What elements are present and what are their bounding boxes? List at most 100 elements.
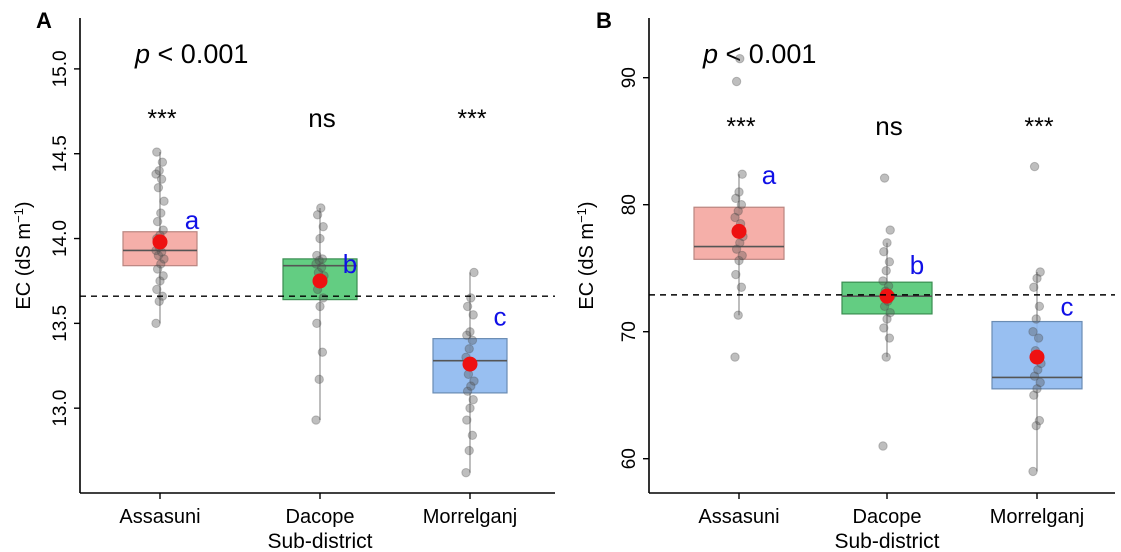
group-letter: c [1061,292,1074,322]
group-letter: b [343,249,357,279]
data-point [882,238,892,248]
x-tick-label-morrelganj: Morrelganj [423,506,517,528]
data-point [731,76,742,87]
data-point [1032,384,1042,394]
data-point [152,216,163,227]
x-axis-label: Sub-district [267,530,372,552]
data-point [1031,420,1041,431]
mean-point [312,273,328,289]
data-point [731,244,742,254]
mean-point [152,234,168,250]
data-point [885,307,895,318]
data-point [882,314,892,324]
data-point [881,266,891,276]
data-point [316,203,326,213]
data-point [730,212,740,223]
data-point [311,415,321,425]
data-point [154,165,164,176]
mean-point [462,356,478,372]
data-point [735,53,745,64]
data-point [314,374,324,385]
panel-a: A 13.0 13.5 14.0 14.5 15.0 EC (dS m−1) Assasuni… [11,8,555,552]
data-point [881,352,891,362]
data-point [152,284,162,295]
mean-point [1029,349,1045,365]
y-tick-label: 13.5 [50,305,71,342]
data-point [730,352,740,362]
data-point [159,196,169,206]
significance-label: *** [1024,113,1053,141]
data-point [1029,282,1039,292]
data-point [315,301,325,312]
box-group-assasuni: *** a [122,105,200,329]
data-point [734,187,744,197]
y-tick-label: 80 [619,194,640,215]
data-point [731,269,741,280]
mean-point [731,223,747,239]
data-point [462,301,473,312]
data-point [1028,327,1038,337]
group-letter: b [910,250,924,280]
group-letter: a [762,160,777,190]
box-group-morrelganj: *** c [991,113,1083,477]
data-point [153,250,164,261]
y-tick-label: 14.5 [50,135,71,172]
data-point [733,206,743,216]
panel-label: B [596,8,612,33]
x-tick-label-morrelganj: Morrelganj [990,506,1084,528]
x-axis-label: Sub-district [834,530,939,552]
data-point [736,199,747,210]
data-point [469,267,479,278]
y-tick-label: 14.0 [50,220,71,257]
data-point [152,147,162,157]
data-point [156,259,166,269]
group-letter: a [185,205,200,235]
x-tick-label-assasuni: Assasuni [119,506,200,528]
data-point [151,169,161,179]
group-letter: c [494,302,507,332]
p-value-annotation: p < 0.001 [134,39,248,69]
box-group-dacope: ns b [841,111,933,451]
data-point [155,276,165,286]
box-group-assasuni: ***a [693,53,785,362]
data-point [156,174,167,184]
data-point [466,381,476,391]
data-point [1028,466,1038,477]
y-tick-label: 90 [619,67,640,88]
data-point [1034,415,1045,426]
mean-point [879,288,895,304]
data-point [159,254,169,264]
p-value-annotation: p < 0.001 [702,39,816,69]
data-point [151,318,161,329]
data-point [318,221,328,232]
significance-label: ns [308,103,335,133]
data-point [311,259,321,269]
data-point [737,169,747,179]
data-point [462,330,472,340]
data-point [879,173,890,183]
data-point [312,250,322,261]
data-point [878,441,888,451]
significance-label: *** [147,105,176,133]
data-point [464,344,474,354]
significance-label: *** [457,105,486,133]
data-point [879,246,889,257]
data-point [1035,267,1045,277]
data-point [737,250,747,261]
y-axis-label: EC (dS m−1) [11,201,36,309]
data-point [318,293,328,303]
data-point [153,182,164,193]
data-point [462,415,472,425]
data-point [467,335,478,346]
data-point [734,255,744,266]
y-tick-label: 70 [619,321,640,342]
data-point [878,276,888,286]
data-point [154,296,164,307]
data-point [467,430,478,441]
significance-label: *** [726,113,755,141]
x-tick-label-dacope: Dacope [853,506,922,528]
box-group-morrelganj: *** c [432,105,508,478]
data-point [1029,161,1040,172]
data-point [157,157,168,167]
